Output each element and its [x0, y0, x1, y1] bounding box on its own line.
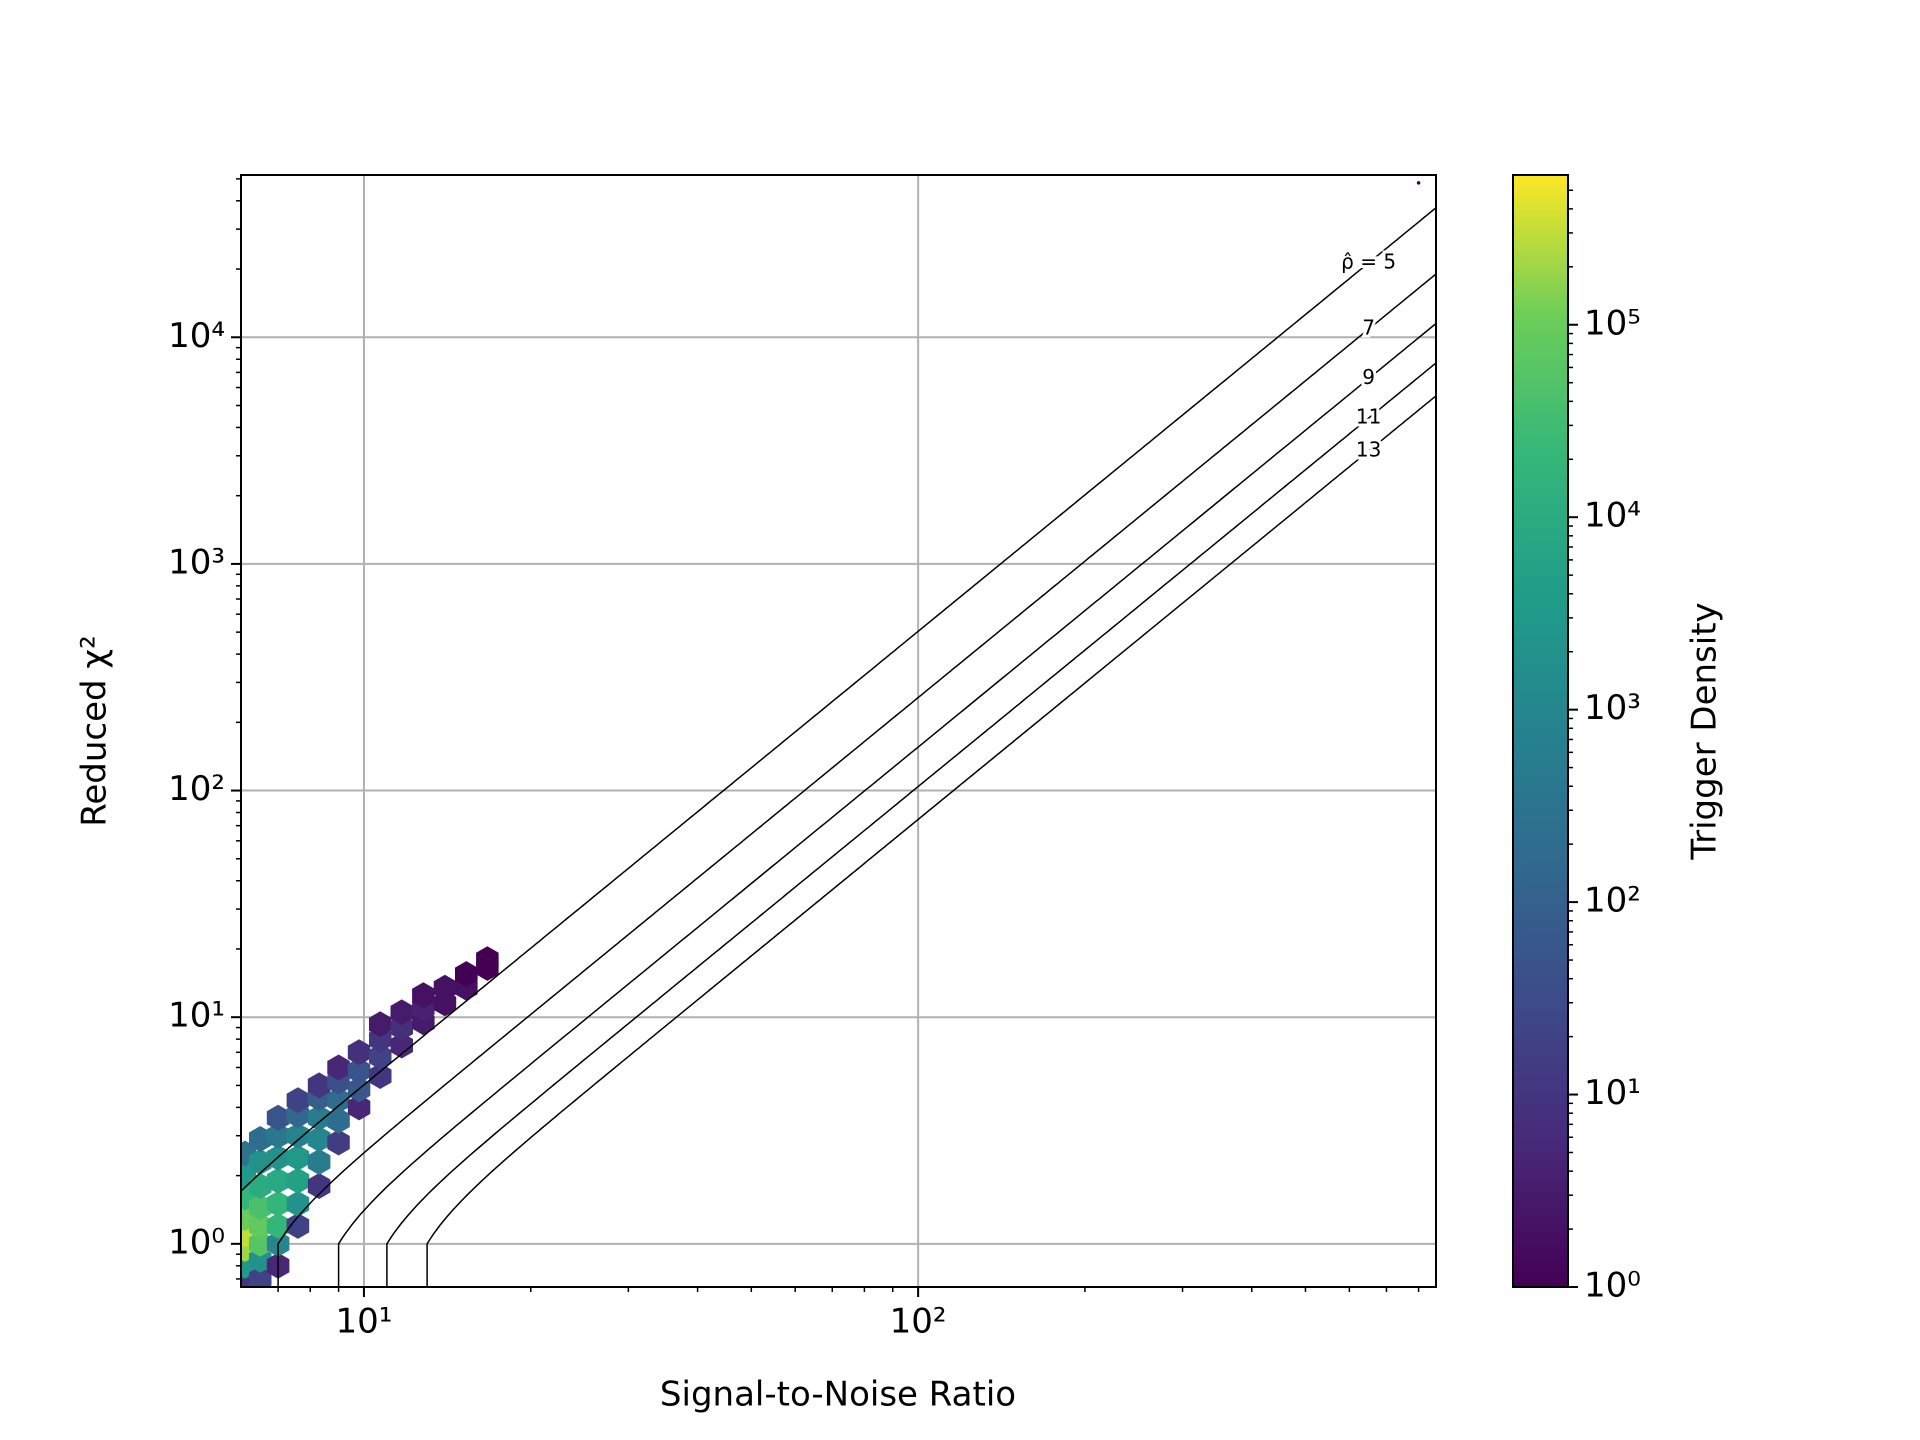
hexbin-cell — [347, 1094, 371, 1121]
hexbin-cell — [307, 1072, 331, 1099]
hexbin-cell — [455, 961, 478, 988]
colorbar-ticks: 10⁰ 10¹ 10² 10³ 10⁴ 10⁵ — [1568, 189, 1641, 1306]
contour-label: 11 — [1356, 405, 1381, 429]
y-tick-label: 10² — [168, 769, 225, 809]
y-tick-label: 10¹ — [168, 996, 225, 1036]
hexbin-cell — [286, 1212, 310, 1239]
colorbar-tick-label: 10⁰ — [1584, 1266, 1641, 1306]
contour-line — [426, 395, 1436, 1287]
grid — [241, 175, 1436, 1287]
hexbin-cell — [286, 1122, 310, 1149]
y-tick-label: 10⁴ — [168, 316, 225, 356]
hexbin-cell — [1416, 180, 1421, 185]
hexbin-cell — [249, 1230, 272, 1257]
hexbin-cell — [249, 1212, 272, 1239]
hexbin-cell — [307, 1126, 331, 1152]
contour-label: ρ̂ = 5 — [1341, 249, 1396, 273]
hexbin-layer — [241, 180, 1421, 1287]
hexbin-cell — [307, 1173, 331, 1199]
hexbin-cell — [327, 1054, 350, 1081]
y-axis-label: Reduced χ² — [75, 635, 115, 826]
contour-line — [241, 207, 1436, 1192]
colorbar-tick-label: 10¹ — [1584, 1073, 1641, 1113]
hexbin-cell — [266, 1122, 290, 1149]
x-tick-label: 10¹ — [335, 1302, 392, 1342]
hexbin-cell — [369, 1043, 392, 1070]
colorbar-tick-label: 10⁴ — [1584, 496, 1641, 536]
contour-line — [277, 273, 1436, 1287]
contour-line — [337, 322, 1436, 1287]
x-tick-label: 10² — [890, 1302, 947, 1342]
contour-label: 13 — [1356, 437, 1381, 461]
colorbar-label: Trigger Density — [1685, 602, 1725, 860]
hexbin-cell — [327, 1087, 350, 1114]
colorbar-tick-label: 10³ — [1584, 688, 1641, 728]
hexbin-cell — [286, 1144, 310, 1171]
y-tick-label: 10³ — [168, 542, 225, 582]
hexbin-cell — [249, 1265, 272, 1287]
contour-layer — [241, 207, 1436, 1287]
hexbin-cell — [369, 1063, 392, 1089]
colorbar-tick-label: 10² — [1584, 881, 1641, 921]
colorbar-tick-label: 10⁵ — [1584, 303, 1641, 343]
hexbin-cell — [286, 1190, 310, 1217]
hexbin-cell — [327, 1107, 350, 1134]
hexbin-cell — [369, 1011, 392, 1038]
hexbin-cell — [347, 1057, 371, 1084]
hexbin-cell — [390, 1032, 413, 1059]
hexbin-cell — [412, 982, 435, 1009]
hexbin-cell — [266, 1104, 290, 1131]
hexbin-cell — [249, 1173, 272, 1199]
hexbin-cell — [266, 1190, 290, 1217]
colorbar — [1512, 174, 1569, 1288]
x-axis-label: Signal-to-Noise Ratio — [660, 1375, 1016, 1415]
hexbin-cell — [286, 1167, 310, 1194]
hexbin-cell — [390, 999, 413, 1026]
y-tick-label: 10⁰ — [168, 1222, 225, 1262]
plot-frame — [240, 174, 1437, 1288]
hexbin-cell — [347, 1039, 371, 1066]
hexbin-cell — [249, 1126, 272, 1152]
contour-label: 7 — [1362, 316, 1375, 340]
hexbin-cell — [307, 1148, 331, 1175]
hexbin-cell — [307, 1104, 331, 1131]
hexbin-cell — [266, 1212, 290, 1239]
contour-line — [386, 362, 1436, 1287]
axes: 10¹ 10² 10⁰ 10¹ 10² 10³ 10⁴ — [168, 178, 1420, 1342]
hexbin-cell — [266, 1167, 290, 1194]
hexbin-cell — [286, 1087, 310, 1114]
hexbin-cell — [249, 1194, 272, 1221]
hexbin-cell — [433, 974, 457, 1001]
hexbin-cell — [327, 1129, 350, 1156]
hexbin-cell — [476, 946, 499, 973]
contour-label: 9 — [1362, 365, 1375, 389]
